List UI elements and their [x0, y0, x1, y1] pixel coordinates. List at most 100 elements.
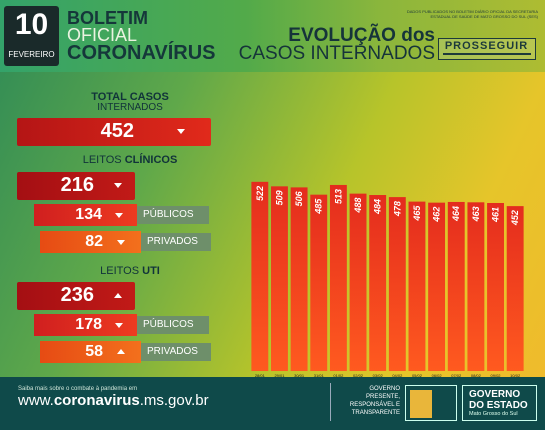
- bar-value-label: 485: [314, 198, 324, 215]
- url-suffix: .ms.gov.br: [139, 392, 209, 409]
- prosseguir-text: PROSSEGUIR: [444, 40, 529, 52]
- total-label: INTERNADOS: [97, 102, 163, 113]
- estado-line1: GOVERNO: [469, 389, 521, 400]
- date-tick-label: 05/02: [412, 373, 423, 378]
- state-seal-box: [405, 385, 457, 421]
- publicos-tag: PÚBLICOS: [137, 206, 209, 224]
- day-number: 10: [14, 8, 49, 41]
- uti-total-value: 236: [60, 284, 94, 306]
- uti-label-text: LEITOS: [100, 265, 140, 277]
- uti-privados-value: 58: [85, 343, 103, 360]
- date-tick-label: 30/01: [294, 373, 305, 378]
- chevron-down-icon: [177, 129, 185, 134]
- clinicos-publicos-value: 134: [75, 206, 102, 223]
- bar-value-label: 509: [274, 190, 284, 205]
- uti-privados-bar: [40, 341, 141, 363]
- clinicos-label-text: LEITOS: [82, 154, 122, 166]
- bar-04/02: [388, 197, 406, 371]
- governo-presente-text: GOVERNO PRESENTE, RESPONSÁVEL E TRANSPAR…: [338, 385, 400, 417]
- month-label: FEVEREIRO: [8, 50, 55, 59]
- publicos-tag: PÚBLICOS: [137, 316, 209, 334]
- chevron-down-icon: [117, 240, 125, 245]
- bar-value-label: 464: [451, 206, 461, 222]
- prosseguir-stripe: [443, 53, 531, 55]
- bar-value-label: 452: [510, 210, 520, 226]
- website-link[interactable]: www.coronavirus.ms.gov.br: [18, 392, 209, 409]
- date-box: 10 FEVEREIRO: [4, 6, 59, 66]
- source-note: DADOS PUBLICADOS NO BOLETIM DIÁRIO OFICI…: [406, 9, 538, 19]
- footer: Saiba mais sobre o combate à pandemia em…: [0, 377, 545, 430]
- uti-publicos-bar: [34, 314, 137, 336]
- footer-note: Saiba mais sobre o combate à pandemia em: [18, 386, 138, 392]
- chevron-up-icon: [117, 349, 125, 354]
- date-tick-label: 28/01: [255, 373, 266, 378]
- bar-value-label: 522: [255, 186, 265, 201]
- uti-label-bold: UTI: [142, 265, 160, 277]
- date-tick-label: 03/02: [373, 373, 384, 378]
- bar-value-label: 513: [333, 189, 343, 204]
- bar-value-label: 463: [471, 206, 481, 222]
- gov-line2: PRESENTE,: [365, 394, 400, 400]
- prosseguir-logo: PROSSEGUIR: [438, 38, 536, 60]
- footer-divider: [330, 383, 331, 421]
- bar-01/02: [329, 184, 347, 371]
- bar-08/02: [467, 202, 485, 371]
- bar-value-label: 488: [353, 198, 363, 214]
- gov-line4: TRANSPARENTE: [351, 410, 400, 416]
- date-tick-label: 08/02: [471, 373, 482, 378]
- clinicos-publicos-bar: [34, 204, 137, 226]
- bar-value-label: 484: [373, 199, 383, 215]
- bar-29/01: [271, 186, 288, 371]
- url-bold: coronavirus: [53, 392, 140, 409]
- title-boletim: BOLETIM: [67, 8, 148, 28]
- bar-30/01: [290, 187, 308, 371]
- bar-07/02: [447, 201, 465, 371]
- chevron-down-icon: [115, 213, 123, 218]
- bar-31/01: [310, 194, 328, 371]
- header-band: [0, 0, 545, 72]
- date-tick-label: 07/02: [451, 373, 462, 378]
- date-tick-label: 04/02: [392, 373, 403, 378]
- clinicos-label: LEITOS CLÍNICOS: [40, 154, 220, 166]
- clinicos-privados-value: 82: [85, 233, 103, 250]
- date-tick-label: 31/01: [314, 373, 325, 378]
- bar-28/01: [251, 181, 269, 371]
- chevron-down-icon: [115, 323, 123, 328]
- date-tick-label: 01/02: [333, 373, 344, 378]
- url-prefix: www.: [18, 392, 54, 409]
- uti-label: LEITOS UTI: [40, 265, 220, 277]
- chevron-down-icon: [114, 183, 122, 188]
- total-value: 452: [100, 120, 134, 142]
- total-label-bold: TOTAL CASOS: [91, 91, 169, 103]
- bar-05/02: [408, 201, 426, 371]
- bar-value-label: 465: [412, 205, 422, 222]
- title-oficial: OFICIAL: [67, 25, 138, 45]
- state-seal-icon: [410, 390, 432, 418]
- bar-value-label: 461: [491, 207, 501, 223]
- clinicos-total-value: 216: [60, 174, 94, 196]
- chevron-up-icon: [114, 293, 122, 298]
- date-tick-label: 09/02: [491, 373, 502, 378]
- governo-estado-logo: GOVERNO DO ESTADO Mato Grosso do Sul: [462, 385, 537, 421]
- clinicos-label-bold: CLÍNICOS: [124, 154, 178, 166]
- date-tick-label: 06/02: [432, 373, 443, 378]
- estado-line2: DO ESTADO: [469, 400, 528, 411]
- date-tick-label: 02/02: [353, 373, 364, 378]
- bar-09/02: [487, 203, 504, 371]
- uti-publicos-value: 178: [75, 316, 102, 333]
- privados-tag: PRIVADOS: [141, 343, 211, 361]
- evolution-subtitle: CASOS INTERNADOS: [238, 43, 435, 64]
- bar-10/02: [506, 206, 524, 371]
- date-tick-label: 10/02: [510, 373, 521, 378]
- bar-value-label: 506: [294, 190, 304, 206]
- estado-line3: Mato Grosso do Sul: [469, 411, 518, 417]
- bar-value-label: 462: [432, 207, 442, 223]
- gov-line1: GOVERNO: [369, 386, 400, 392]
- bar-03/02: [369, 195, 387, 371]
- clinicos-privados-bar: [40, 231, 141, 253]
- estado-text: GOVERNO DO ESTADO: [469, 389, 528, 411]
- bar-value-label: 478: [392, 201, 402, 217]
- bar-06/02: [428, 202, 446, 371]
